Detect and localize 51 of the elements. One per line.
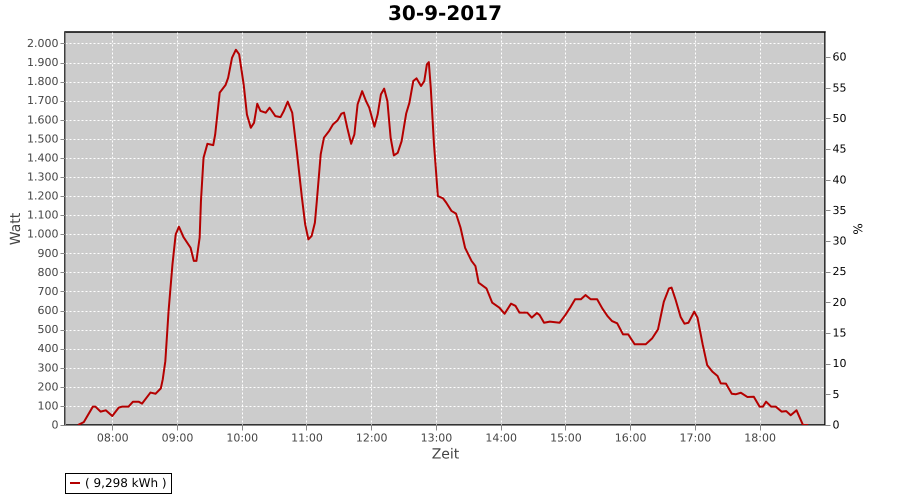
y-tick-label: 600 — [38, 304, 58, 318]
y2-tick-label: 50 — [832, 112, 846, 125]
y2-tick-label: 55 — [832, 81, 846, 94]
y2-tick-label: 20 — [832, 296, 846, 309]
y-tick-label: 100 — [38, 399, 58, 412]
y-tick-label: 300 — [38, 361, 58, 374]
y2-tick-label: 25 — [832, 265, 846, 278]
x-tick-label: 17:00 — [680, 432, 712, 444]
y-tick-label: 1.400 — [27, 151, 58, 164]
x-tick-label: 12:00 — [356, 432, 388, 444]
y-tick-label: 1.500 — [27, 132, 58, 146]
y-tick-label: 1.000 — [27, 228, 58, 241]
y2-tick-label: 30 — [832, 234, 846, 248]
y-tick-label: 800 — [38, 266, 58, 279]
y-tick-label: 700 — [38, 284, 58, 298]
x-tick-label: 16:00 — [614, 432, 646, 444]
chart-title: 30-9-2017 — [388, 1, 502, 25]
y2-tick-label: 15 — [832, 326, 846, 340]
x-tick-label: 15:00 — [550, 432, 582, 444]
x-tick-label: 11:00 — [291, 432, 323, 444]
y2-tick-label: 0 — [832, 418, 840, 432]
y2-axis-title: % — [850, 223, 864, 235]
x-tick-label: 14:00 — [485, 432, 518, 444]
y2-tick-label: 5 — [832, 388, 840, 401]
line-series — [76, 48, 810, 425]
y-tick-label: 1.700 — [27, 94, 58, 108]
y-tick-label: 500 — [38, 323, 58, 336]
y-tick-label: 400 — [38, 342, 58, 356]
x-tick-label: 09:00 — [162, 432, 194, 444]
y-tick-label: 1.800 — [27, 75, 58, 88]
x-axis-title: Zeit — [432, 446, 460, 462]
y-tick-label: 1.300 — [27, 170, 58, 184]
y-tick-label: 1.100 — [27, 208, 58, 222]
y2-tick-label: 40 — [832, 173, 846, 186]
y-tick-label: 0 — [52, 418, 58, 432]
y-axis-title: Watt — [8, 212, 24, 246]
y-tick-label: 1.900 — [27, 56, 58, 70]
x-tick-label: 18:00 — [744, 432, 776, 444]
y2-tick-label: 45 — [832, 142, 846, 156]
y-tick-label: 900 — [38, 246, 58, 260]
y-tick-label: 1.200 — [27, 190, 58, 203]
y2-tick-label: 10 — [832, 357, 846, 370]
legend-label: ( 9,298 kWh ) — [85, 476, 167, 490]
y-tick-label: 1.600 — [27, 113, 58, 126]
x-tick-label: 08:00 — [96, 432, 129, 444]
y-tick-label: 200 — [38, 380, 58, 394]
y-tick-label: 2.000 — [27, 36, 58, 50]
x-tick-label: 13:00 — [420, 432, 452, 444]
y2-tick-label: 60 — [832, 50, 846, 64]
y2-tick-label: 35 — [832, 204, 846, 217]
x-tick-label: 10:00 — [226, 432, 258, 444]
